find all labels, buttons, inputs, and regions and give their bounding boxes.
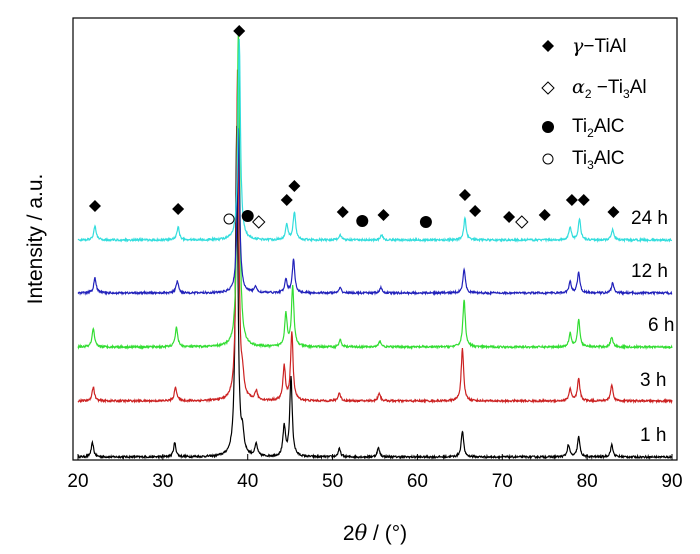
x-axis-title: 2θ / (°) bbox=[343, 521, 407, 545]
series-line-3-h bbox=[77, 69, 673, 405]
curve-label-3-h: 3 h bbox=[640, 370, 666, 391]
phase-marker-open-diamond-icon bbox=[252, 215, 266, 229]
phase-marker-filled-diamond-icon bbox=[280, 194, 293, 206]
phase-marker-filled-diamond-icon bbox=[503, 211, 516, 223]
series-line-1-h bbox=[77, 125, 673, 461]
phase-marker-filled-diamond-icon bbox=[565, 194, 578, 206]
x-tick-label-20: 20 bbox=[67, 471, 88, 492]
legend-item-ti2alc: Ti2AlC bbox=[542, 116, 624, 140]
x-tick-label-30: 30 bbox=[152, 471, 173, 492]
x-tick-label-90: 90 bbox=[661, 471, 682, 492]
x-tick-label-50: 50 bbox=[322, 471, 343, 492]
x-tick-label-70: 70 bbox=[492, 471, 513, 492]
filled-diamond-icon bbox=[542, 40, 554, 52]
curve-labels-group: 1 h 3 h 6 h 12 h 24 h bbox=[631, 208, 674, 446]
filled-circle-icon bbox=[542, 121, 554, 133]
curve-label-1-h: 1 h bbox=[640, 425, 666, 446]
series-line-12-h bbox=[77, 128, 673, 297]
phase-marker-filled-diamond-icon bbox=[577, 194, 590, 206]
x-axis: 20 30 40 50 60 70 80 90 bbox=[67, 454, 683, 492]
legend-label-ti3alc: Ti3AlC bbox=[572, 148, 624, 172]
phase-marker-open-diamond-icon bbox=[515, 215, 529, 229]
series-line-24-h bbox=[77, 38, 673, 244]
phase-marker-filled-diamond-icon bbox=[538, 209, 551, 221]
phase-marker-filled-circle-icon bbox=[356, 215, 369, 227]
curve-label-12-h: 12 h bbox=[631, 261, 668, 282]
phase-marker-filled-diamond-icon bbox=[233, 25, 246, 37]
open-diamond-icon bbox=[541, 81, 555, 95]
phase-marker-filled-diamond-icon bbox=[607, 206, 620, 218]
series-line-6-h bbox=[77, 27, 673, 351]
phase-marker-filled-diamond-icon bbox=[288, 180, 301, 192]
plot-frame bbox=[72, 17, 678, 461]
legend-item-gamma-tial: γ−TiAl bbox=[542, 35, 626, 57]
phase-marker-open-circle-icon bbox=[223, 213, 235, 225]
phase-marker-filled-diamond-icon bbox=[88, 200, 101, 212]
phase-marker-filled-diamond-icon bbox=[172, 203, 185, 215]
phase-marker-filled-diamond-icon bbox=[336, 206, 349, 218]
legend-label-ti2alc: Ti2AlC bbox=[572, 116, 624, 140]
curves-group bbox=[77, 27, 673, 461]
x-tick-label-40: 40 bbox=[237, 471, 258, 492]
y-axis-title: Intensity / a.u. bbox=[24, 174, 47, 305]
x-tick-label-80: 80 bbox=[577, 471, 598, 492]
open-circle-icon bbox=[542, 153, 554, 165]
legend: γ−TiAl α2 −Ti3Al Ti2AlC Ti3AlC bbox=[541, 35, 647, 172]
legend-item-ti3alc: Ti3AlC bbox=[542, 148, 624, 172]
phase-marker-filled-circle-icon bbox=[241, 210, 254, 222]
curve-label-24-h: 24 h bbox=[631, 208, 668, 229]
phase-marker-filled-circle-icon bbox=[419, 216, 432, 228]
x-tick-label-60: 60 bbox=[407, 471, 428, 492]
phase-marker-filled-diamond-icon bbox=[377, 209, 390, 221]
legend-label-gamma-tial: γ−TiAl bbox=[572, 35, 626, 57]
curve-label-6-h: 6 h bbox=[648, 315, 674, 336]
legend-item-alpha2-ti3al: α2 −Ti3Al bbox=[541, 76, 647, 101]
phase-marker-filled-diamond-icon bbox=[458, 189, 471, 201]
phase-marker-filled-diamond-icon bbox=[469, 205, 482, 217]
legend-label-alpha2-ti3al: α2 −Ti3Al bbox=[572, 76, 647, 101]
phase-markers-group bbox=[88, 25, 620, 229]
